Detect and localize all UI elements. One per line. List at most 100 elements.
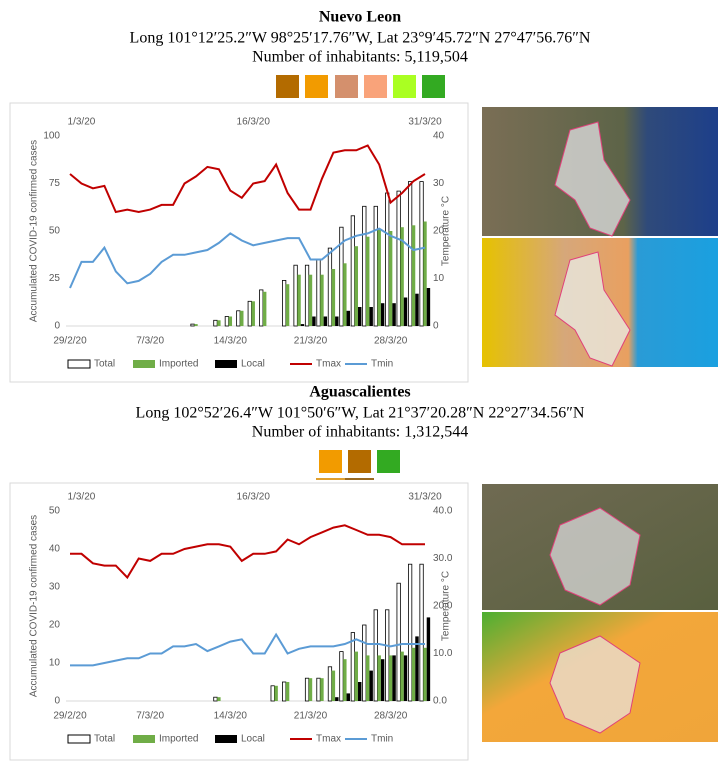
bar [323,316,328,326]
title: Nuevo Leon [319,9,401,26]
x-tick-label: 7/3/20 [136,711,164,722]
y2-tick-label: 30.0 [433,553,453,564]
bar [240,310,244,326]
y-axis-title: Accumulated COVID-19 confirmed cases [29,140,40,322]
x-top-label: 16/3/20 [237,492,271,503]
bar [362,624,367,702]
y-tick-label: 30 [49,582,61,593]
region-outline [554,251,631,367]
bar [403,297,408,326]
bar [282,681,287,702]
note: Number of inhabitants: 5,119,504 [252,49,468,66]
bar [411,225,416,326]
note: Number of inhabitants: 1,312,544 [252,424,468,441]
bar [354,246,359,326]
bar [380,659,385,701]
bar [236,310,241,327]
bar [426,617,431,701]
bar [346,310,350,326]
bar [308,274,313,326]
bar [426,288,431,326]
bar [224,316,230,327]
bar [411,647,416,701]
bar [308,678,313,701]
y2-axis-title: Temperature °C [441,196,452,266]
bar [304,264,310,327]
bar [369,307,373,326]
y-tick-label: 50 [49,226,61,237]
y-tick-label: 10 [49,658,61,669]
color-swatches [316,450,400,480]
legend-label: Tmin [371,734,393,745]
bar [400,227,404,326]
color-swatches [276,75,445,98]
bar [251,301,255,326]
bar [316,677,321,702]
x-tick-label: 29/2/20 [53,711,87,722]
bar [228,316,233,326]
bar [385,192,390,327]
legend-label: Local [241,359,265,370]
bar [343,263,347,326]
bar [217,320,221,326]
y2-tick-label: 10.0 [433,648,453,659]
y-tick-label: 50 [49,506,61,517]
legend-swatch [67,734,91,744]
bar [327,666,333,702]
y-tick-label: 100 [43,131,60,142]
bar [423,647,427,701]
bar [285,682,290,701]
bar [388,231,393,326]
bar [346,693,350,701]
x-top-label: 31/3/20 [408,492,442,503]
title: Aguascalientes [309,384,410,401]
legend-swatch [67,359,91,369]
y2-tick-label: 20 [433,226,445,237]
bar [339,651,344,702]
y2-axis-title: Temperature °C [441,571,452,641]
x-tick-label: 28/3/20 [374,711,408,722]
bar [335,316,339,326]
bar [247,300,252,327]
bar [396,190,401,327]
bar [282,279,287,327]
bar [320,274,324,326]
y-tick-label: 20 [49,620,61,631]
legend-label: Total [94,734,115,745]
legend-swatch [133,735,155,743]
x-tick-label: 29/2/20 [53,336,87,347]
y-tick-label: 75 [49,178,61,189]
legend-label: Total [94,359,115,370]
region-outline [549,507,641,606]
x-top-label: 1/3/20 [68,492,96,503]
y2-tick-label: 40 [433,131,445,142]
bar [350,215,355,327]
bar [415,636,419,701]
y2-tick-label: 20.0 [433,601,453,612]
bar [312,316,316,326]
y-tick-label: 25 [49,273,61,284]
bar [304,677,310,702]
x-tick-label: 21/3/20 [294,711,328,722]
legend-label: Tmin [371,359,393,370]
bar [380,303,385,326]
bar [419,563,424,702]
bar [213,696,218,702]
subtitle: Long 102°52′26.4″W 101°50′6″W, Lat 21°37… [136,405,585,422]
legend-label: Imported [159,734,198,745]
bar [262,291,267,326]
y2-tick-label: 30 [433,178,445,189]
y2-tick-label: 0.0 [433,696,447,707]
bar [297,274,301,326]
bar [213,319,218,327]
bar [285,284,290,326]
bar [400,651,404,701]
bar [320,678,324,701]
bar [300,324,305,326]
x-top-label: 16/3/20 [237,117,271,128]
y-tick-label: 0 [54,696,60,707]
y-axis-title: Accumulated COVID-19 confirmed cases [29,515,40,697]
bar [270,685,275,702]
bar [358,682,362,701]
x-tick-label: 21/3/20 [294,336,328,347]
